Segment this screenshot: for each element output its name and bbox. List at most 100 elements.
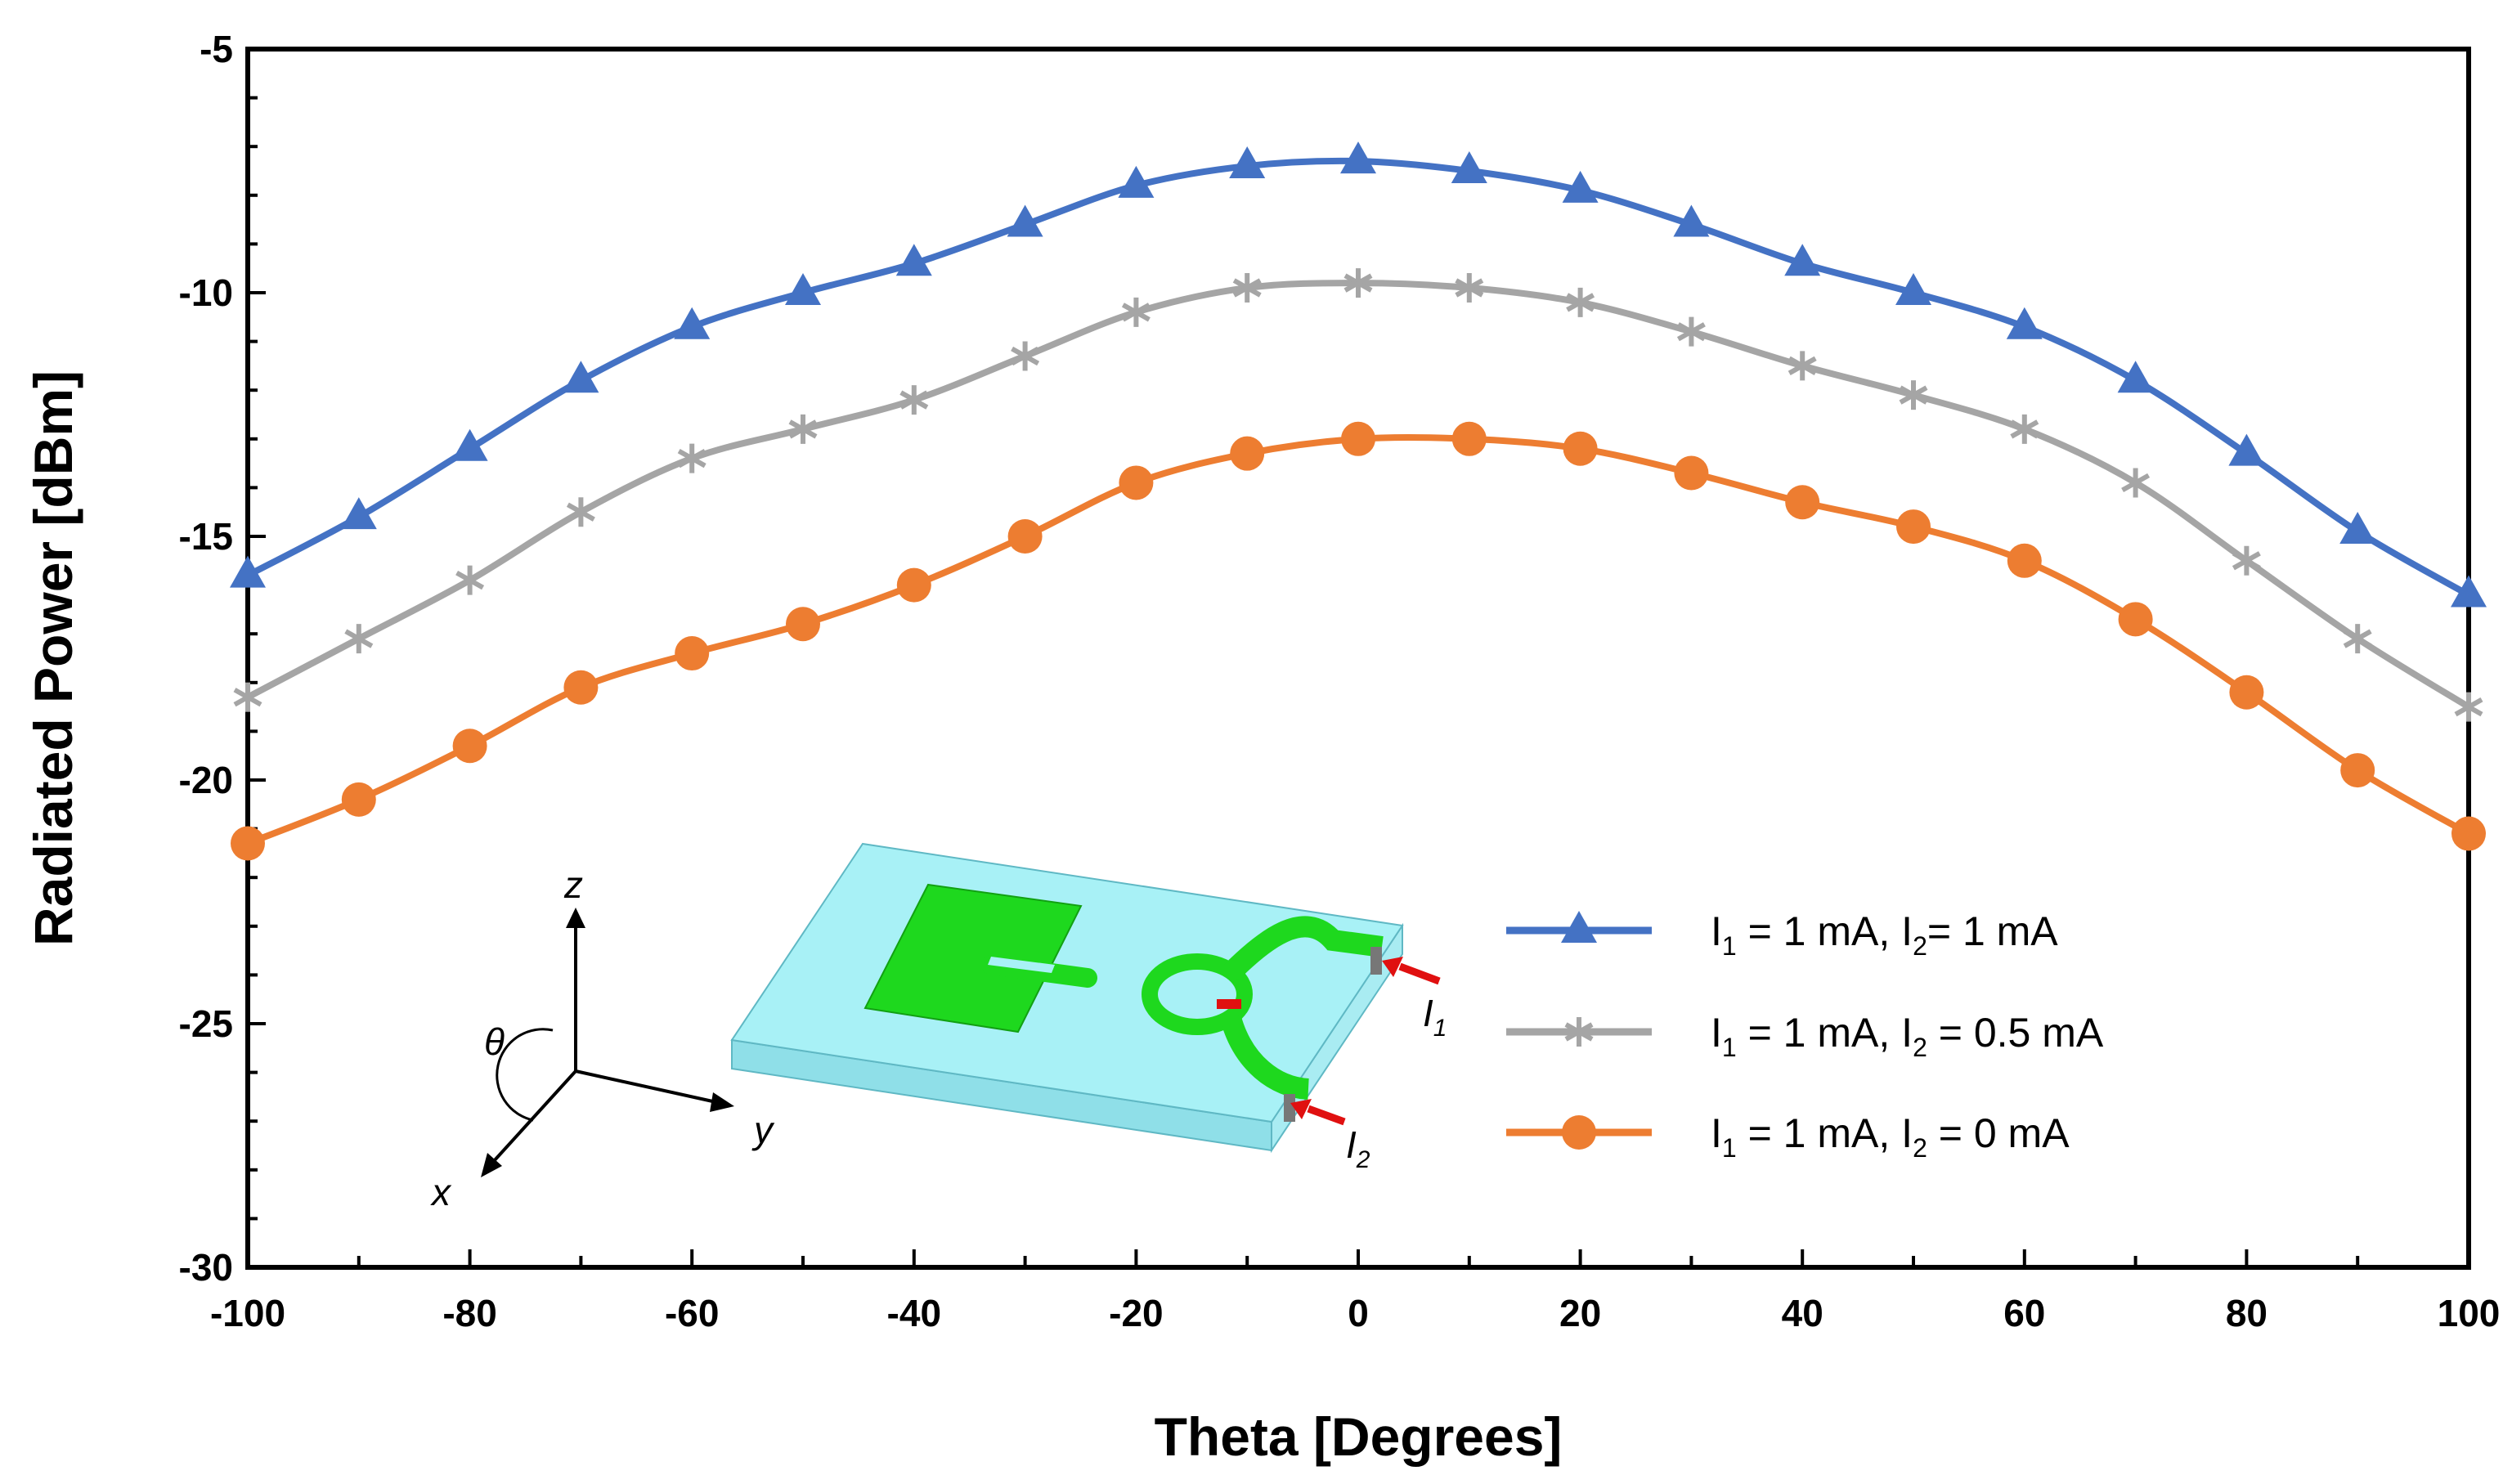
data-point-star: [899, 385, 929, 415]
data-point-triangle: [563, 361, 599, 393]
data-point-triangle: [451, 428, 488, 461]
y-tick-label: -25: [179, 1002, 233, 1045]
data-point-triangle: [2228, 433, 2265, 466]
data-point-star: [2343, 624, 2372, 654]
x-tick-label: -40: [887, 1292, 941, 1334]
data-point-circle: [1674, 455, 1709, 491]
legend-label-series-3: I1 = 1 mA, I2 = 0 mA: [1711, 1110, 2070, 1163]
data-point-star: [2121, 468, 2151, 498]
data-point-triangle: [1229, 146, 1266, 179]
series-2: [233, 268, 2483, 722]
data-point-triangle: [2117, 361, 2154, 393]
data-point-circle: [1785, 485, 1820, 520]
data-point-circle: [675, 636, 710, 671]
legend-marker-circle: [1562, 1115, 1596, 1150]
legend-item-series-1: I1 = 1 mA, I2= 1 mA: [1506, 908, 2058, 961]
x-tick-label: -20: [1109, 1292, 1163, 1334]
data-point-circle: [1563, 431, 1598, 466]
data-point-circle: [1341, 421, 1375, 456]
x-tick-label: -80: [442, 1292, 496, 1334]
x-tick-label: 60: [2003, 1292, 2045, 1334]
data-point-circle: [231, 826, 265, 861]
data-point-triangle: [2006, 307, 2043, 339]
y-tick-label: -20: [179, 759, 233, 801]
data-point-star: [455, 565, 485, 595]
axis-ticks: [246, 47, 2470, 1269]
data-point-triangle: [1451, 151, 1487, 183]
data-point-circle: [563, 670, 599, 705]
legend-marker-star: [1564, 1017, 1594, 1047]
legend-label-series-1: I1 = 1 mA, I2= 1 mA: [1711, 908, 2058, 961]
y-tick-label: -10: [179, 271, 233, 314]
data-point-triangle: [895, 244, 932, 276]
x-tick-label: -60: [665, 1292, 719, 1334]
data-point-circle: [1119, 465, 1154, 500]
data-point-circle: [896, 567, 931, 603]
data-point-star: [2010, 414, 2039, 444]
inset-x-label: x: [430, 1171, 452, 1213]
data-point-star: [1121, 297, 1151, 327]
data-point-triangle: [340, 497, 377, 530]
data-point-circle: [1896, 509, 1931, 545]
data-point-triangle: [1673, 204, 1710, 237]
inset-theta-label: θ: [484, 1020, 505, 1063]
data-point-circle: [341, 782, 376, 817]
legend-item-series-3: I1 = 1 mA, I2 = 0 mA: [1506, 1110, 2070, 1163]
inset-y-label: y: [751, 1109, 775, 1151]
inset-port-arrows: I1 I2: [1290, 957, 1447, 1173]
data-point-star: [344, 624, 374, 654]
data-point-star: [2232, 545, 2261, 576]
data-point-circle: [1451, 421, 1487, 456]
data-point-triangle: [2339, 512, 2376, 545]
y-tick-label: -15: [179, 515, 233, 558]
y-tick-label: -5: [200, 28, 233, 70]
data-point-circle: [1230, 436, 1265, 471]
legend-marker-triangle: [1561, 911, 1597, 943]
series-layer: [230, 141, 2487, 861]
inset-antenna-board: [730, 842, 1404, 1154]
tick-labels: -100 -80 -60 -40 -20 0 20 40 60 80 100 -5 -10 -15 -20 -…: [179, 28, 2501, 1334]
data-point-star: [1343, 268, 1373, 298]
data-point-triangle: [230, 555, 266, 588]
data-point-circle: [786, 607, 820, 642]
x-axis-title: Theta [Degrees]: [1155, 1406, 1563, 1467]
data-point-circle: [2229, 675, 2264, 710]
series-1: [230, 141, 2487, 607]
y-tick-label: -30: [179, 1246, 233, 1289]
x-tick-label: 20: [1559, 1292, 1601, 1334]
inset-port2-label: I2: [1346, 1123, 1370, 1173]
data-point-star: [233, 682, 262, 712]
data-point-star: [1455, 273, 1484, 303]
legend-item-series-2: I1 = 1 mA, I2 = 0.5 mA: [1506, 1010, 2104, 1062]
data-point-star: [2454, 692, 2483, 722]
data-point-star: [677, 443, 706, 473]
data-point-star: [1788, 351, 1817, 381]
inset-z-label: z: [563, 863, 583, 906]
data-point-star: [566, 497, 595, 527]
legend: I1 = 1 mA, I2= 1 mA I1 = 1 mA, I2 = 0.5 …: [1506, 908, 2104, 1163]
data-point-triangle: [674, 307, 711, 339]
data-point-triangle: [1895, 273, 1931, 305]
x-tick-label: 0: [1348, 1292, 1369, 1334]
data-point-circle: [2118, 602, 2153, 637]
data-point-triangle: [2451, 575, 2487, 607]
data-point-circle: [2340, 753, 2375, 788]
data-point-triangle: [1007, 204, 1043, 237]
data-point-star: [788, 414, 818, 444]
data-point-triangle: [1340, 141, 1376, 174]
x-tick-label: 40: [1782, 1292, 1823, 1334]
data-point-star: [1011, 341, 1040, 371]
inset-coordinate-axes: z y x θ: [430, 863, 775, 1213]
plot-frame: [245, 47, 2471, 1270]
x-tick-label: 100: [2438, 1292, 2501, 1334]
y-axis-title: Radiated Power [dBm]: [23, 370, 83, 946]
legend-label-series-2: I1 = 1 mA, I2 = 0.5 mA: [1711, 1010, 2104, 1062]
data-point-circle: [2451, 816, 2486, 851]
data-point-star: [1232, 273, 1262, 303]
data-point-star: [1899, 380, 1928, 410]
x-tick-label: 80: [2226, 1292, 2268, 1334]
series-3: [231, 421, 2486, 861]
data-point-triangle: [1562, 170, 1599, 203]
inset-port1-label: I1: [1423, 992, 1447, 1042]
